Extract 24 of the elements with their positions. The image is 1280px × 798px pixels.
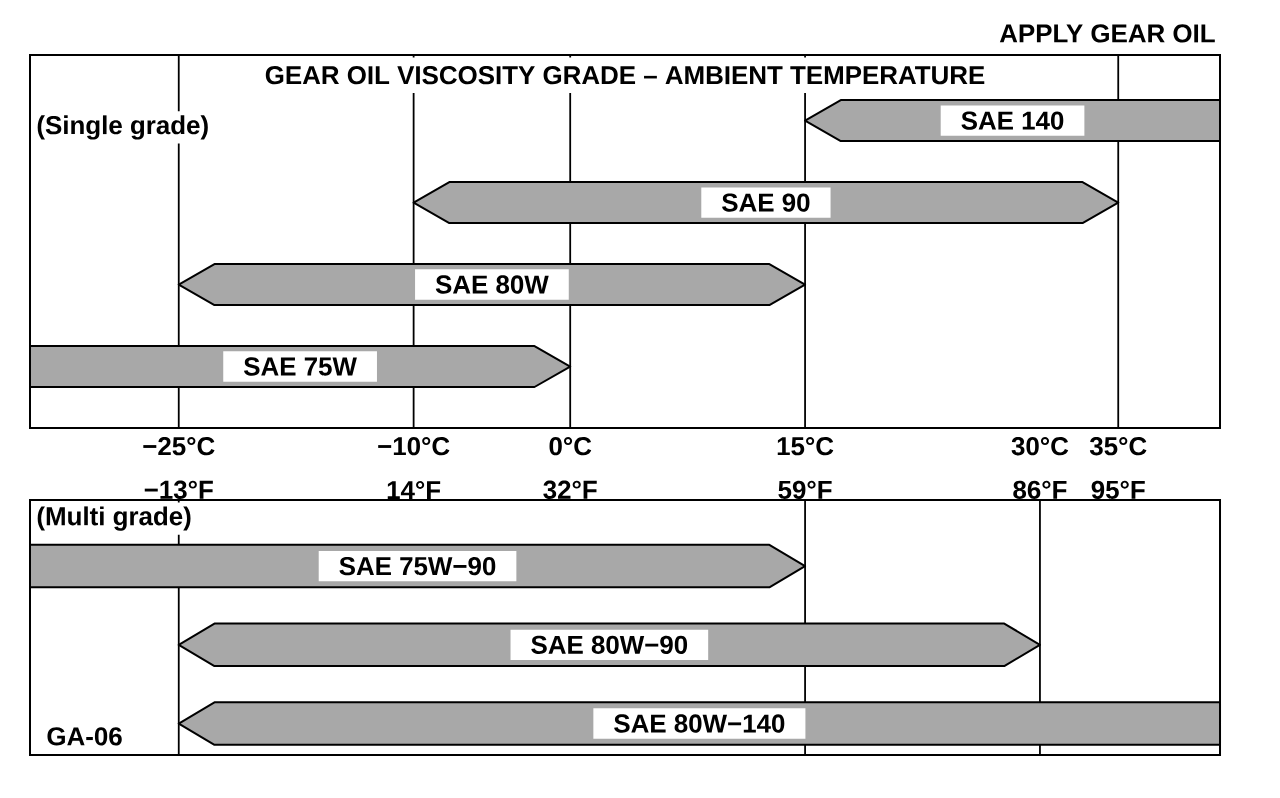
x-tick-label: 15°C <box>777 437 834 456</box>
x-tick-label: −25°C <box>143 437 215 456</box>
x-tick-label: 14°F <box>387 480 441 499</box>
annotation: GA-06 <box>47 727 122 746</box>
y-tick-label: SAE 75W <box>243 357 357 376</box>
x-tick-label: −10°C <box>378 437 450 456</box>
chart-title: GEAR OIL VISCOSITY GRADE – AMBIENT TEMPERATURE <box>265 66 985 85</box>
y-tick-label: SAE 80W−140 <box>614 714 785 733</box>
x-tick-label: 32°F <box>543 480 597 499</box>
y-tick-label: SAE 90 <box>722 193 810 212</box>
x-tick-label: 95°F <box>1091 480 1145 499</box>
y-tick-label: SAE 140 <box>961 111 1064 130</box>
text: APPLY GEAR OIL <box>999 24 1215 43</box>
x-tick-label: 0°C <box>549 437 592 456</box>
x-tick-label: 30°C <box>1011 437 1069 456</box>
y-tick-label: SAE 75W−90 <box>339 556 496 576</box>
annotation: (Single grade) <box>37 115 208 140</box>
chart-title: (Multi grade) <box>37 506 191 531</box>
x-tick-label: 86°F <box>1013 480 1067 499</box>
x-tick-label: 35°C <box>1089 437 1147 456</box>
y-tick-label: SAE 80W−90 <box>531 635 688 654</box>
y-tick-label: SAE 80W <box>435 275 549 294</box>
x-tick-label: 59°F <box>778 480 832 499</box>
x-tick-label: −13°F <box>144 480 213 499</box>
